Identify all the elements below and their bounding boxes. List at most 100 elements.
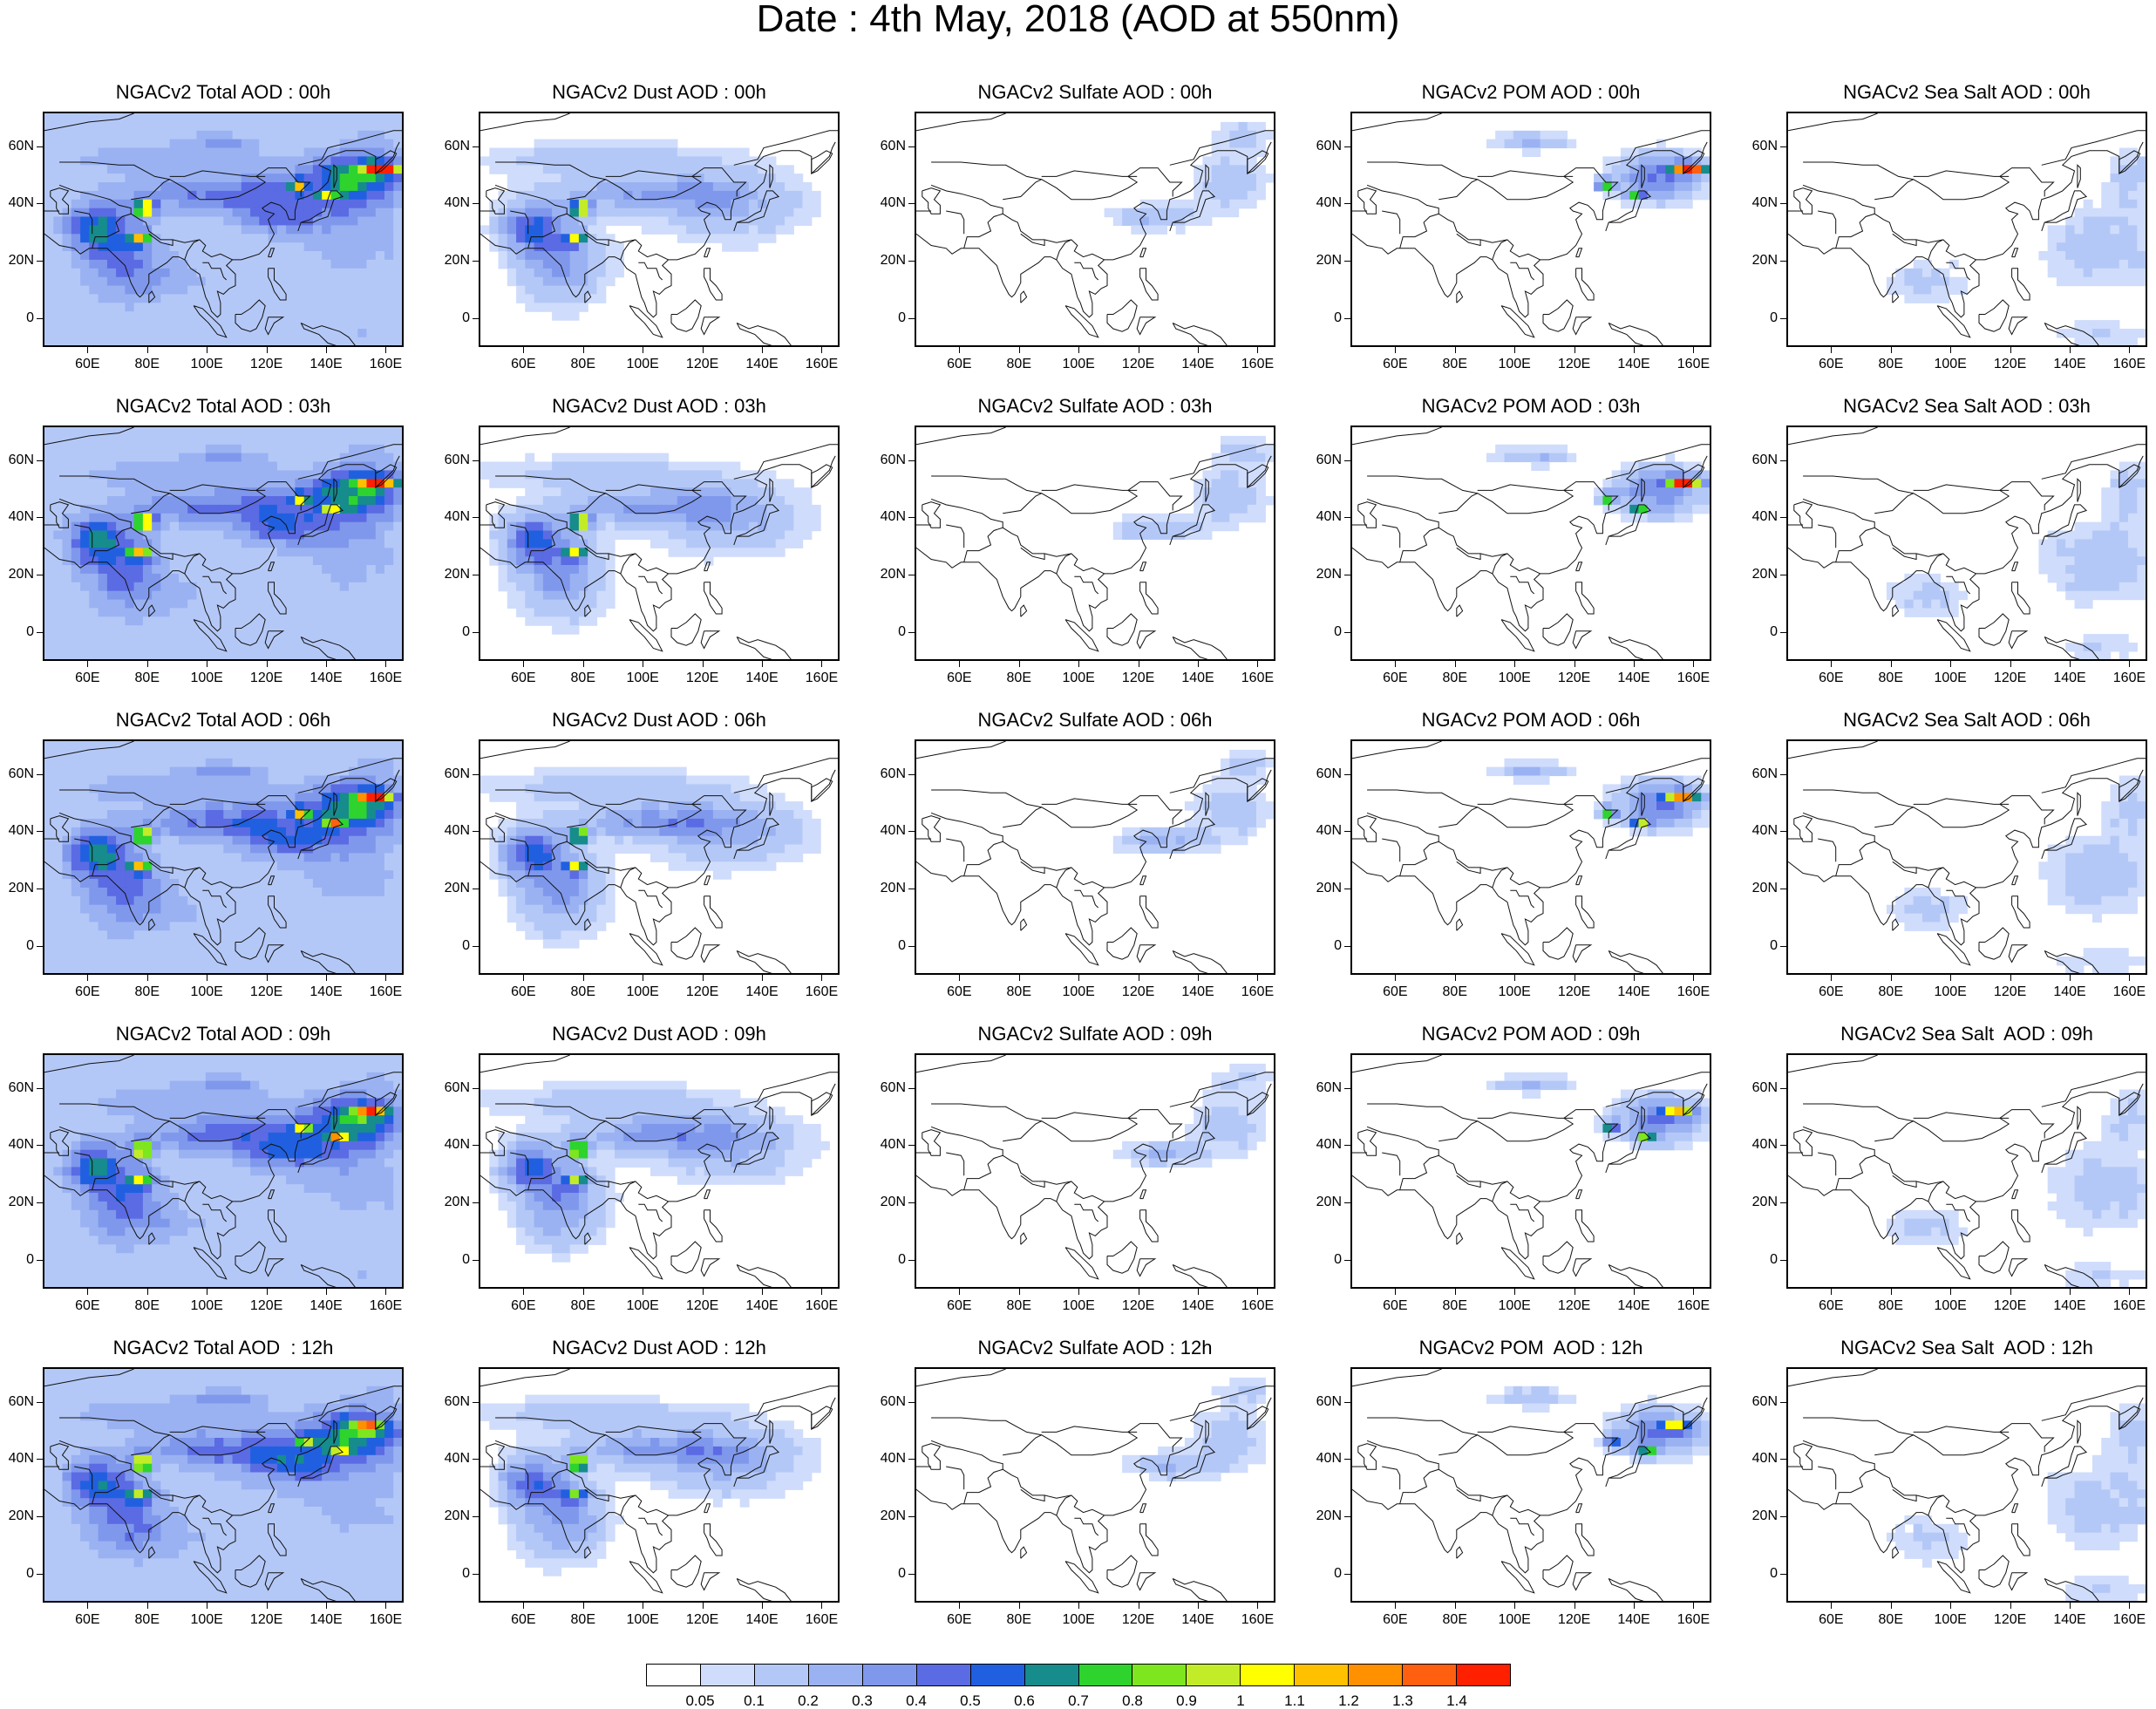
aod-cell [384,574,394,583]
lon-tick [385,347,386,353]
aod-cell [525,277,534,287]
aod-cell [686,234,696,243]
aod-cell [187,140,197,149]
aod-cell [1229,505,1239,514]
aod-cell [2057,548,2066,557]
coastline-segment [931,185,1003,248]
aod-cell [116,311,126,321]
aod-cell [384,242,394,252]
aod-cell [1158,531,1167,541]
aod-cell [170,948,180,957]
aod-cell [588,140,597,149]
aod-cell [233,251,242,261]
aod-cell [1229,191,1239,201]
aod-cell [507,156,517,166]
aod-cell [403,616,404,626]
lon-label: 140E [736,357,788,371]
aod-cell [1486,140,1496,149]
aod-cell [1665,453,1675,463]
aod-cell [214,208,224,218]
aod-cell [588,462,597,472]
aod-cell [367,470,377,480]
aod-cell [179,896,188,906]
aod-cell [116,427,126,437]
aod-cell [99,750,108,759]
coastline-segment [1874,214,1976,260]
aod-cell [2101,643,2111,652]
aod-cell [1212,156,1221,166]
aod-cell [331,436,341,446]
aod-cell [99,286,108,296]
aod-cell [241,539,251,548]
aod-cell [322,436,331,446]
aod-cell [241,427,251,437]
aod-cell [357,208,367,218]
aod-cell [367,445,377,454]
aod-cell [561,234,570,243]
aod-cell [785,217,794,227]
aod-cell [53,225,63,235]
aod-cell [367,539,377,548]
lat-tick [473,460,479,461]
aod-cell [170,845,180,854]
aod-cell [2084,225,2093,235]
aod-cell [214,660,224,661]
aod-cell [80,870,90,880]
aod-cell [71,801,81,811]
aod-cell [322,591,331,601]
lat-tick [473,517,479,518]
aod-cell [1256,140,1266,149]
aod-cell [357,608,367,617]
aod-cell [785,191,794,201]
aod-cell [269,479,278,488]
aod-cell [2057,539,2066,548]
aod-cell [233,165,242,174]
aod-cell [561,522,570,532]
aod-cell [713,548,723,557]
aod-cell [1914,591,1923,601]
aod-cell [241,269,251,278]
aod-cell [223,470,233,480]
map-panel-dust-0h [479,112,840,347]
aod-cell [295,311,304,321]
aod-cell [143,741,153,751]
aod-cell [295,122,304,132]
aod-cell [1531,148,1540,158]
lon-label: 80E [1429,357,1481,371]
aod-cell [170,922,180,931]
aod-cell [516,165,526,174]
aod-cell [99,861,108,871]
aod-cell [277,634,287,643]
aod-cell [349,234,358,243]
aod-cell [99,320,108,330]
aod-cell [71,896,81,906]
aod-cell [99,479,108,488]
aod-cell [286,294,296,303]
aod-cell [2084,217,2093,227]
lon-label: 80E [1865,671,1917,685]
aod-cell [384,651,394,661]
aod-cell [331,487,341,497]
aod-cell [179,853,188,862]
aod-cell [731,462,740,472]
aod-cell [233,470,242,480]
aod-cell [304,200,314,209]
aod-cell [322,329,331,338]
aod-cell [384,462,394,472]
aod-cell [384,208,394,218]
aod-cell [349,625,358,635]
aod-cell [507,574,517,583]
aod-cell [179,200,188,209]
aod-cell [44,922,54,931]
aod-cell [152,776,161,786]
aod-cell [552,582,561,592]
aod-cell [313,140,323,149]
aod-cell [197,122,207,132]
aod-cell [80,974,90,975]
lat-tick [37,632,43,633]
aod-cell [393,445,403,454]
coastline-segment [916,427,1006,445]
aod-cell [1221,470,1230,480]
aod-cell [357,140,367,149]
aod-cell [44,522,54,532]
